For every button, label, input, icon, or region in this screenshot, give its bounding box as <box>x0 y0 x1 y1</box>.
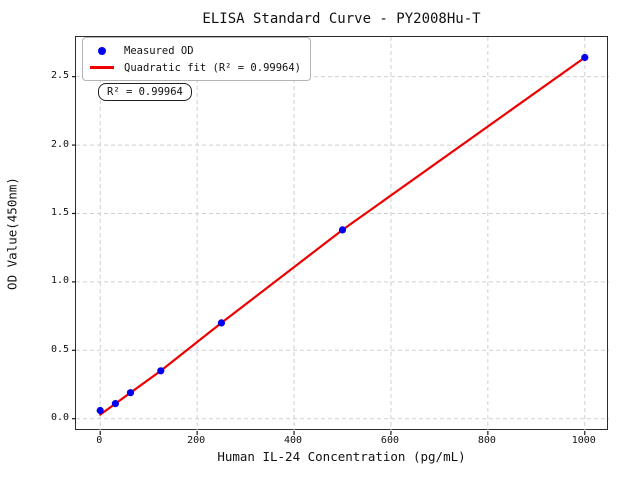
x-tick-label: 1000 <box>571 435 596 446</box>
data-point <box>111 400 119 408</box>
legend-label: Measured OD <box>124 44 194 57</box>
legend-item-measured-od: Measured OD <box>87 42 301 59</box>
line-marker-icon <box>90 66 114 69</box>
data-point <box>96 406 104 415</box>
data-point <box>581 53 589 62</box>
y-tick-label: 0.0 <box>50 412 69 424</box>
legend: Measured OD Quadratic fit (R² = 0.99964) <box>82 37 312 81</box>
x-tick-label: 600 <box>380 435 399 446</box>
x-tick-label: 400 <box>284 435 303 446</box>
y-axis-label: OD Value(450nm) <box>4 177 20 290</box>
data-point <box>157 367 165 375</box>
y-tick-label: 1.5 <box>50 206 69 218</box>
plot-canvas <box>72 37 609 435</box>
x-axis-label: Human IL-24 Concentration (pg/mL) <box>217 449 466 464</box>
x-tick-label: 0 <box>96 435 103 446</box>
y-tick-label: 1.0 <box>50 275 69 287</box>
legend-marker-cell <box>87 66 117 69</box>
legend-item-quadratic-fit: Quadratic fit (R² = 0.99964) <box>87 59 301 76</box>
data-point <box>126 389 135 397</box>
chart-title: ELISA Standard Curve - PY2008Hu-T <box>202 11 481 27</box>
y-tick-label: 2.5 <box>50 70 69 82</box>
legend-marker-cell <box>87 46 117 55</box>
plot-area <box>72 36 609 435</box>
x-tick-label: 800 <box>477 435 496 446</box>
legend-label: Quadratic fit (R² = 0.99964) <box>124 61 302 74</box>
scatter-dot-marker-icon <box>98 46 106 55</box>
r-squared-annotation: R² = 0.99964 <box>98 83 192 101</box>
y-tick-label: 2.0 <box>50 138 69 150</box>
y-tick-label: 0.5 <box>50 343 69 355</box>
x-tick-label: 200 <box>187 435 206 446</box>
fit-line <box>99 56 586 416</box>
data-point <box>217 319 225 327</box>
data-point <box>338 226 347 234</box>
